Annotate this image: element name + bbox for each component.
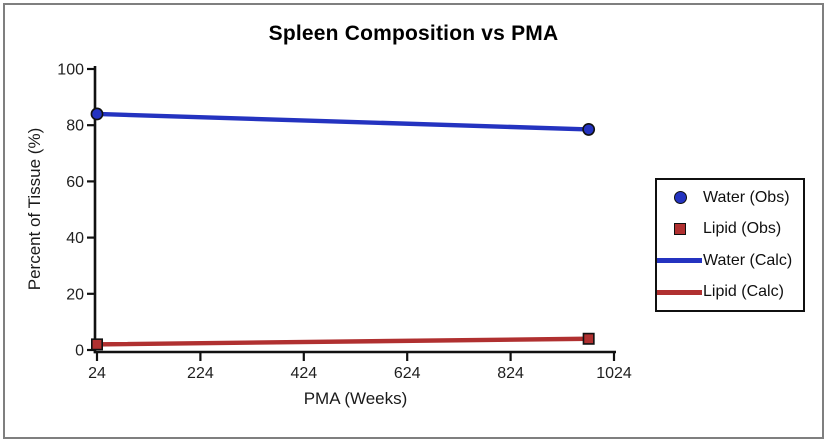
- legend-line-swatch: [657, 258, 703, 264]
- legend-label: Water (Calc): [703, 251, 793, 269]
- x-tick-label: 24: [88, 365, 106, 382]
- legend-label: Lipid (Obs): [703, 220, 782, 238]
- x-axis-title: PMA (Weeks): [303, 389, 408, 408]
- x-tick-label: 424: [290, 365, 317, 382]
- legend-marker-icon: [657, 191, 703, 205]
- y-tick-label: 40: [66, 230, 84, 247]
- x-tick-label: 1024: [596, 365, 632, 382]
- marker-lipid-obs: [582, 332, 595, 345]
- legend-item-lipid-calc: Lipid (Calc): [657, 277, 803, 307]
- legend-label: Water (Obs): [703, 188, 790, 206]
- legend-item-water-obs: Water (Obs): [657, 183, 803, 213]
- marker-water-obs: [90, 107, 104, 121]
- x-tick-label: 624: [394, 365, 421, 382]
- legend-item-lipid-obs: Lipid (Obs): [657, 214, 803, 244]
- legend-line-swatch: [657, 289, 703, 295]
- line-swatch: [657, 258, 702, 264]
- y-tick-label: 80: [66, 118, 84, 135]
- series-line-lipid-calc: [94, 336, 591, 347]
- square-marker-icon: [674, 223, 686, 236]
- legend-label: Lipid (Calc): [703, 283, 784, 301]
- x-tick-label: 224: [187, 365, 214, 382]
- y-tick-label: 60: [66, 174, 84, 191]
- chart-title: Spleen Composition vs PMA: [268, 22, 559, 45]
- legend: Water (Obs) Lipid (Obs) Water (Calc) Lipid …: [655, 178, 805, 312]
- legend-marker-icon: [657, 223, 703, 236]
- series-line-water-calc: [94, 111, 591, 132]
- line-swatch: [657, 289, 702, 295]
- marker-water-obs: [582, 123, 596, 136]
- legend-item-water-calc: Water (Calc): [657, 246, 803, 276]
- y-tick-label: 0: [75, 343, 84, 360]
- x-tick-label: 824: [497, 365, 524, 382]
- y-tick-label: 20: [66, 286, 84, 303]
- marker-lipid-obs: [91, 338, 104, 351]
- y-tick-label: 100: [57, 62, 84, 79]
- y-axis-title: Percent of Tissue (%): [25, 127, 44, 291]
- circle-marker-icon: [673, 191, 687, 205]
